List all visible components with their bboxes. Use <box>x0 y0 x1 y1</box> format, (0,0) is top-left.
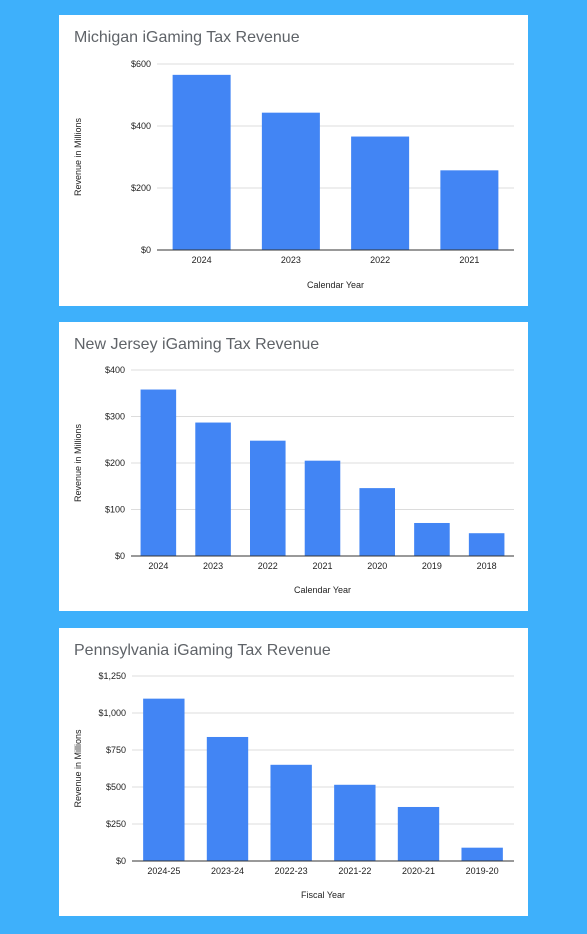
x-tick-label: 2024-25 <box>147 866 180 876</box>
chart-title: Pennsylvania iGaming Tax Revenue <box>74 642 331 659</box>
y-tick-label: $0 <box>116 856 126 866</box>
bar-2023-24 <box>206 736 249 861</box>
bar-2020-21 <box>397 806 440 861</box>
y-axis-title: Revenue in Millions <box>73 423 83 502</box>
x-tick-label: 2023 <box>281 255 301 265</box>
x-tick-label: 2019-20 <box>466 866 499 876</box>
bar-2024-25 <box>143 698 185 861</box>
y-tick-label: $600 <box>131 59 151 69</box>
michigan-chart: $0 $200 $400 $600 2024 2023 2022 2021 Calendar Y… <box>73 59 514 290</box>
y-tick-label: $1,250 <box>98 671 126 681</box>
new-jersey-chart: $0 $100 $200 $300 $400 2024 2023 2022 2021 2020 20… <box>73 365 514 595</box>
bar-2018 <box>468 533 505 556</box>
bar-2023 <box>195 422 231 556</box>
bar-2021 <box>440 170 499 250</box>
y-tick-label: $200 <box>131 183 151 193</box>
x-axis-title: Fiscal Year <box>301 890 345 900</box>
x-tick-label: 2018 <box>477 561 497 571</box>
x-tick-label: 2022-23 <box>275 866 308 876</box>
y-tick-label: $0 <box>115 551 125 561</box>
x-tick-label: 2024 <box>148 561 168 571</box>
bar-2022-23 <box>270 764 312 861</box>
bar-2024 <box>140 389 177 556</box>
bar-2024 <box>172 74 231 250</box>
x-tick-label: 2022 <box>370 255 390 265</box>
x-tick-label: 2022 <box>258 561 278 571</box>
y-tick-label: $750 <box>106 745 126 755</box>
y-axis-title: Revenue in Millions <box>73 729 83 808</box>
y-tick-label: $100 <box>105 505 125 515</box>
x-tick-label: 2021 <box>312 561 332 571</box>
x-tick-label: 2023-24 <box>211 866 244 876</box>
y-tick-label: $400 <box>131 121 151 131</box>
y-tick-label: $200 <box>105 458 125 468</box>
bar-2020 <box>359 488 395 556</box>
bar-2022 <box>351 136 410 250</box>
x-tick-label: 2021-22 <box>338 866 371 876</box>
y-tick-label: $0 <box>141 245 151 255</box>
x-tick-label: 2020 <box>367 561 387 571</box>
bar-2019 <box>414 522 450 556</box>
x-tick-label: 2021 <box>459 255 479 265</box>
y-tick-label: $250 <box>106 819 126 829</box>
x-axis-title: Calendar Year <box>294 585 351 595</box>
michigan-chart-card: Michigan iGaming Tax Revenue $0 $200 $400 $… <box>59 15 528 306</box>
y-tick-label: $300 <box>105 412 125 422</box>
x-tick-label: 2019 <box>422 561 442 571</box>
bar-2019-20 <box>461 847 503 861</box>
x-axis-title: Calendar Year <box>307 280 364 290</box>
chart-title: New Jersey iGaming Tax Revenue <box>74 336 320 353</box>
bar-2022 <box>250 440 286 556</box>
x-tick-label: 2024 <box>192 255 212 265</box>
y-tick-label: $500 <box>106 782 126 792</box>
y-tick-label: $1,000 <box>98 708 126 718</box>
x-tick-label: 2023 <box>203 561 223 571</box>
bar-2023 <box>261 112 320 250</box>
bar-2021-22 <box>334 784 376 861</box>
y-axis-title: Revenue in Millions <box>73 117 83 196</box>
new-jersey-chart-card: New Jersey iGaming Tax Revenue $0 $100 $20… <box>59 322 528 611</box>
bar-2021 <box>304 460 341 556</box>
x-tick-label: 2020-21 <box>402 866 435 876</box>
pennsylvania-chart: $0 $250 $500 $750 $1,000 $1,250 2024-25 2023-24… <box>73 671 514 900</box>
chart-title: Michigan iGaming Tax Revenue <box>74 29 300 46</box>
y-tick-label: $400 <box>105 365 125 375</box>
pennsylvania-chart-card: Pennsylvania iGaming Tax Revenue $0 $250 $… <box>59 628 528 916</box>
